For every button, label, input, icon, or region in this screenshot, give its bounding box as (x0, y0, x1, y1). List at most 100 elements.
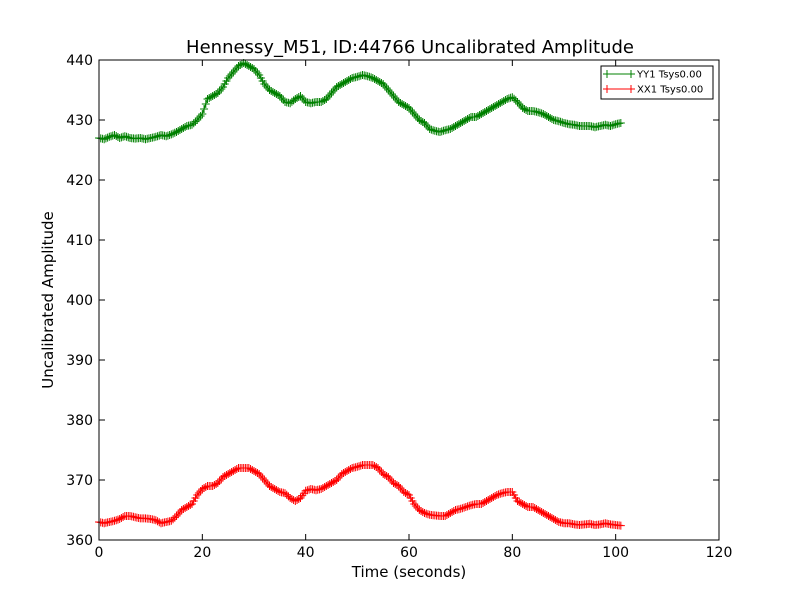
data-point-xx1 (380, 471, 389, 479)
data-point-xx1 (465, 501, 474, 510)
data-point-yy1 (406, 106, 415, 114)
data-point-xx1 (227, 468, 236, 476)
data-point-yy1 (491, 102, 500, 110)
data-point-yy1 (165, 131, 174, 139)
data-point-yy1 (382, 84, 391, 92)
data-point-yy1 (372, 76, 381, 84)
data-point-xx1 (291, 497, 300, 505)
data-point-yy1 (546, 114, 555, 122)
data-point-yy1 (544, 113, 553, 121)
data-point-yy1 (391, 94, 400, 102)
data-point-xx1 (616, 521, 625, 530)
data-point-yy1 (379, 80, 388, 88)
data-point-xx1 (535, 507, 544, 515)
data-point-yy1 (479, 109, 488, 117)
data-point-xx1 (200, 484, 209, 492)
data-point-yy1 (100, 135, 109, 144)
series-layer (95, 59, 625, 530)
data-point-yy1 (262, 82, 271, 90)
data-point-yy1 (172, 128, 181, 136)
data-point-yy1 (153, 132, 162, 141)
data-point-xx1 (174, 510, 183, 518)
data-point-yy1 (329, 87, 338, 95)
data-point-yy1 (539, 110, 548, 118)
data-point-xx1 (423, 510, 432, 519)
data-point-xx1 (496, 489, 505, 498)
data-point-yy1 (477, 110, 486, 118)
data-point-xx1 (403, 490, 412, 498)
data-point-yy1 (522, 106, 531, 114)
data-point-xx1 (287, 495, 296, 503)
data-point-yy1 (327, 89, 336, 97)
data-point-yy1 (344, 76, 353, 84)
legend-label-yy1: YY1 Tsys0.00 (636, 70, 702, 81)
data-point-xx1 (220, 472, 229, 480)
data-point-xx1 (339, 469, 348, 477)
data-point-xx1 (268, 484, 277, 492)
data-point-xx1 (112, 516, 121, 525)
y-axis-label: Uncalibrated Amplitude (39, 211, 57, 388)
data-point-yy1 (375, 78, 384, 86)
data-point-yy1 (243, 61, 252, 69)
data-point-xx1 (256, 472, 265, 480)
data-point-yy1 (151, 132, 160, 141)
data-point-yy1 (485, 105, 494, 113)
data-point-xx1 (167, 516, 176, 525)
data-point-yy1 (177, 125, 186, 133)
data-point-yy1 (498, 98, 506, 106)
data-point-xx1 (530, 504, 539, 512)
data-point-yy1 (198, 110, 207, 118)
data-point-xx1 (119, 513, 128, 521)
data-point-xx1 (250, 467, 258, 475)
data-point-yy1 (169, 129, 178, 138)
data-point-xx1 (417, 507, 426, 515)
data-point-xx1 (547, 514, 556, 522)
y-tick-label: 360 (66, 533, 93, 549)
data-point-xx1 (460, 503, 469, 512)
data-point-yy1 (120, 132, 129, 141)
data-point-yy1 (609, 120, 618, 129)
data-point-xx1 (391, 480, 400, 488)
data-point-xx1 (542, 511, 551, 519)
data-point-xx1 (332, 476, 341, 484)
data-point-xx1 (341, 468, 350, 476)
data-point-yy1 (341, 78, 350, 86)
series-line-xx1 (98, 464, 621, 527)
data-point-xx1 (441, 512, 450, 520)
data-point-yy1 (480, 108, 489, 116)
data-point-xx1 (222, 471, 231, 479)
y-tick-label: 430 (66, 113, 93, 129)
data-point-yy1 (213, 89, 222, 97)
data-point-xx1 (444, 510, 453, 518)
data-point-yy1 (234, 62, 243, 70)
data-point-xx1 (356, 461, 365, 470)
data-point-yy1 (420, 119, 429, 127)
data-point-xx1 (229, 467, 238, 475)
data-point-xx1 (246, 465, 255, 473)
data-point-xx1 (194, 489, 203, 497)
data-point-yy1 (275, 92, 284, 100)
data-point-yy1 (608, 121, 617, 130)
legend-marker-yy1 (603, 70, 635, 78)
data-point-xx1 (491, 492, 500, 500)
legend-entry-yy1: YY1 Tsys0.00 (603, 70, 702, 81)
data-point-xx1 (318, 484, 327, 492)
data-point-xx1 (546, 513, 555, 521)
data-point-xx1 (520, 501, 529, 509)
data-point-yy1 (260, 80, 269, 88)
data-point-yy1 (174, 127, 183, 135)
data-point-xx1 (386, 475, 395, 483)
data-point-xx1 (346, 465, 355, 473)
data-point-yy1 (518, 104, 527, 112)
data-point-xx1 (418, 508, 427, 516)
data-point-yy1 (122, 132, 131, 141)
data-point-yy1 (501, 96, 510, 104)
data-point-yy1 (268, 88, 277, 96)
data-point-xx1 (232, 465, 241, 473)
data-point-yy1 (265, 86, 274, 94)
data-point-xx1 (248, 466, 257, 474)
data-point-xx1 (415, 506, 424, 514)
data-point-xx1 (213, 479, 222, 487)
data-point-xx1 (219, 473, 227, 481)
x-tick-label: 100 (602, 545, 629, 561)
